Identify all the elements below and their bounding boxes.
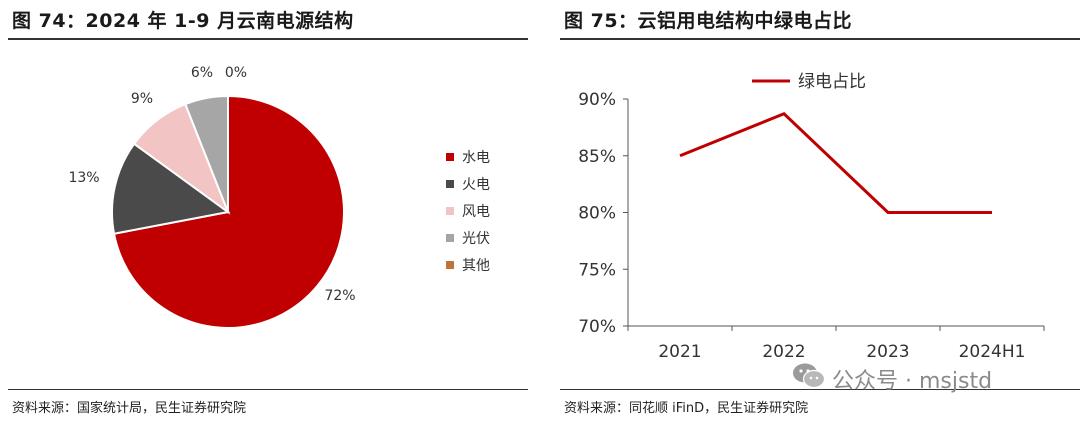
left-source-rule <box>8 389 528 390</box>
legend-label-0: 水电 <box>462 150 490 166</box>
legend-series-label: 绿电占比 <box>798 72 866 92</box>
series-line-0 <box>679 112 992 214</box>
left-title-rule <box>8 38 528 40</box>
right-figure-panel: 图 75：云铝用电结构中绿电占比 70% 75% 80% 85% 90% 2021 2022… <box>552 0 1080 421</box>
legend-label-2: 风电 <box>462 204 490 220</box>
pie-label-3: 6% <box>191 65 213 81</box>
legend-swatch-4 <box>446 261 454 269</box>
left-source-note: 资料来源：国家统计局，民生证券研究院 <box>12 401 247 416</box>
y-tick-label-2: 80% <box>578 204 616 224</box>
legend-swatch-3 <box>446 234 454 242</box>
x-tick-label-0: 2021 <box>658 342 701 362</box>
line-chart: 70% 75% 80% 85% 90% 2021 2022 2023 2024H1 绿电占比 <box>578 72 1045 362</box>
right-figure-title: 图 75：云铝用电结构中绿电占比 <box>564 10 853 32</box>
y-tick-label-0: 70% <box>578 317 616 337</box>
y-tick-label-1: 75% <box>578 260 616 280</box>
x-tick-label-2: 2023 <box>866 342 909 362</box>
right-source-rule <box>560 389 1080 390</box>
wechat-icon <box>793 363 826 389</box>
pie-slice-1 <box>111 142 231 235</box>
legend-label-1: 火电 <box>462 177 490 193</box>
watermark-text: 公众号 · msjstd <box>832 369 993 394</box>
legend-swatch-0 <box>446 153 454 161</box>
x-tick-label-1: 2022 <box>762 342 805 362</box>
watermark: 公众号 · msjstd <box>792 362 1072 394</box>
pie-label-2: 9% <box>131 91 153 107</box>
y-tick-label-3: 85% <box>578 147 616 167</box>
pie-slice-3 <box>184 94 229 213</box>
legend-label-3: 光伏 <box>462 231 490 247</box>
left-figure-title: 图 74：2024 年 1-9 月云南电源结构 <box>12 10 354 32</box>
legend-swatch-2 <box>446 207 454 215</box>
legend-label-4: 其他 <box>462 258 490 274</box>
left-figure-panel: 图 74：2024 年 1-9 月云南电源结构 72% 13% 9% 6% 0% 水电火电… <box>0 0 528 421</box>
pie-label-1: 13% <box>68 170 99 186</box>
y-tick-label-4: 90% <box>578 90 616 110</box>
legend-swatch-1 <box>446 180 454 188</box>
pie-label-0: 72% <box>324 288 355 304</box>
x-tick-label-3: 2024H1 <box>959 342 1026 362</box>
right-source-note: 资料来源：同花顺 iFinD，民生证券研究院 <box>564 401 809 416</box>
right-title-rule <box>560 38 1080 40</box>
pie-label-4: 0% <box>225 65 247 81</box>
